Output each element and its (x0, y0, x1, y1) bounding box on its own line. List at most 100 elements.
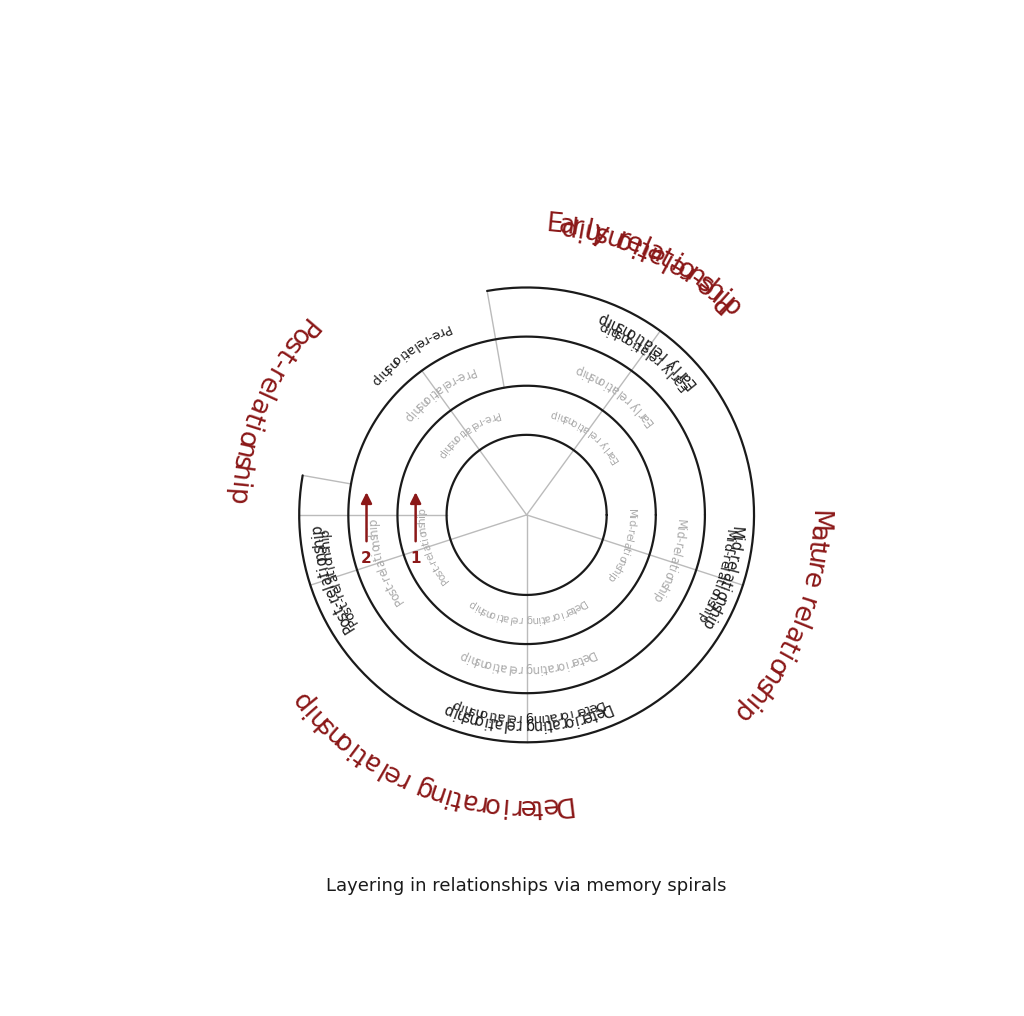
Text: n: n (530, 661, 539, 675)
Text: n: n (483, 607, 494, 618)
Text: i: i (603, 314, 612, 329)
Text: p: p (697, 616, 715, 632)
Text: i: i (571, 711, 579, 727)
Text: r: r (558, 714, 566, 729)
Text: i: i (716, 584, 731, 593)
Text: p: p (367, 517, 380, 525)
Text: s: s (691, 270, 718, 299)
Text: a: a (804, 524, 830, 542)
Text: r: r (791, 593, 818, 611)
Text: i: i (224, 480, 251, 490)
Text: r: r (461, 367, 471, 381)
Text: d: d (726, 539, 742, 551)
Text: i: i (673, 527, 686, 531)
Text: p: p (400, 410, 415, 425)
Text: t: t (239, 407, 266, 426)
Text: a: a (636, 341, 650, 357)
Text: i: i (698, 608, 711, 617)
Text: r: r (577, 710, 586, 726)
Text: i: i (456, 430, 464, 439)
Text: g: g (525, 717, 535, 733)
Text: s: s (590, 218, 610, 248)
Text: n: n (754, 661, 784, 690)
Text: i: i (574, 419, 583, 429)
Text: a: a (242, 393, 271, 419)
Text: l: l (248, 386, 274, 403)
Text: h: h (408, 402, 422, 417)
Text: i: i (666, 252, 685, 277)
Text: e: e (564, 605, 574, 617)
Text: t: t (338, 599, 351, 610)
Text: s: s (444, 439, 456, 449)
Text: a: a (327, 572, 341, 583)
Text: o: o (337, 614, 354, 629)
Text: n: n (591, 371, 603, 386)
Text: M: M (805, 510, 830, 533)
Text: h: h (318, 538, 333, 549)
Text: l: l (437, 380, 447, 392)
Text: i: i (371, 549, 384, 556)
Text: i: i (489, 658, 496, 672)
Text: o: o (322, 556, 336, 566)
Text: s: s (612, 562, 624, 571)
Text: s: s (319, 545, 334, 554)
Text: n: n (384, 356, 399, 371)
Text: u: u (801, 547, 828, 567)
Text: a: a (502, 612, 510, 623)
Text: i: i (297, 697, 321, 719)
Text: t: t (773, 635, 801, 655)
Text: p: p (286, 685, 316, 713)
Text: -: - (479, 415, 486, 425)
Text: n: n (616, 329, 631, 344)
Text: p: p (596, 319, 609, 334)
Text: t: t (578, 421, 587, 432)
Text: n: n (321, 550, 335, 561)
Text: l: l (508, 613, 513, 624)
Text: h: h (606, 315, 622, 332)
Text: l: l (783, 616, 810, 632)
Text: a: a (422, 543, 433, 552)
Text: o: o (388, 589, 403, 602)
Text: t: t (605, 379, 616, 393)
Text: s: s (473, 653, 482, 668)
Text: i: i (481, 713, 488, 728)
Text: t: t (540, 613, 546, 624)
Text: s: s (467, 703, 477, 717)
Text: n: n (369, 537, 382, 547)
Text: r: r (724, 554, 740, 563)
Text: s: s (334, 609, 350, 623)
Text: l: l (410, 339, 420, 353)
Text: o: o (707, 585, 722, 597)
Text: e: e (662, 249, 689, 280)
Text: o: o (436, 570, 447, 581)
Text: t: t (349, 741, 373, 768)
Text: l: l (586, 427, 594, 437)
Text: o: o (283, 321, 312, 350)
Text: r: r (446, 374, 457, 387)
Text: o: o (342, 609, 357, 622)
Text: t: t (542, 660, 548, 675)
Text: a: a (581, 423, 592, 435)
Text: i: i (439, 447, 449, 455)
Text: e: e (413, 335, 426, 351)
Text: o: o (482, 656, 493, 671)
Text: E: E (681, 374, 698, 391)
Text: e: e (428, 326, 441, 341)
Text: h: h (475, 602, 485, 615)
Text: p: p (466, 598, 477, 610)
Text: r: r (674, 366, 689, 380)
Text: s: s (311, 710, 339, 739)
Text: h: h (606, 324, 620, 339)
Text: s: s (412, 399, 425, 412)
Text: t: t (546, 716, 553, 732)
Text: e: e (511, 614, 519, 624)
Text: M: M (674, 518, 687, 529)
Text: i: i (567, 706, 573, 719)
Text: r: r (517, 614, 522, 625)
Text: o: o (622, 332, 636, 347)
Text: h: h (376, 364, 390, 379)
Text: h: h (467, 651, 478, 666)
Text: d: d (672, 529, 686, 538)
Text: i: i (710, 582, 723, 590)
Text: h: h (703, 605, 722, 620)
